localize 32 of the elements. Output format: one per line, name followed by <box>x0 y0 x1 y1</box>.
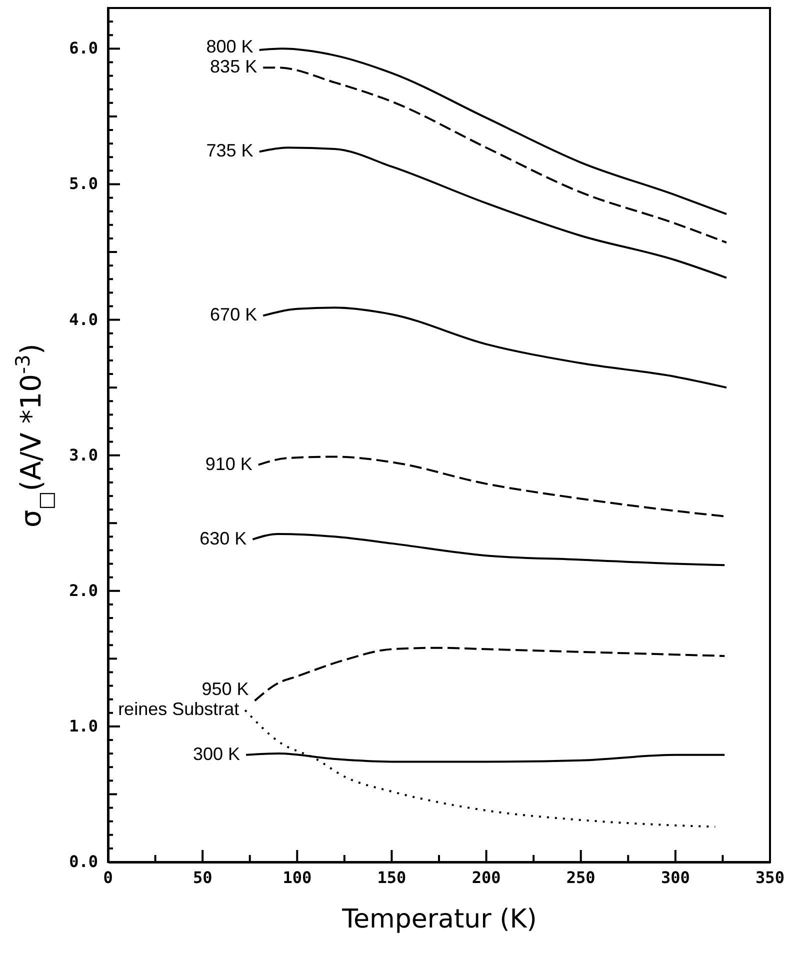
line-series <box>258 146 728 279</box>
y-tick-label: 6.0 <box>69 38 98 58</box>
line-series <box>262 306 728 389</box>
y-tick-label: 0.0 <box>69 852 98 871</box>
x-axis-title: Temperatur (K) <box>341 904 537 934</box>
x-tick-label: 50 <box>192 868 212 887</box>
x-tick-label: 100 <box>282 868 312 887</box>
series-label: 630 K <box>200 528 247 548</box>
x-tick-label: 300 <box>660 868 690 887</box>
series-label: reines Substrat <box>118 699 240 720</box>
series-label: 670 K <box>210 304 258 325</box>
x-tick-label: 350 <box>756 868 784 887</box>
y-tick-label: 1.0 <box>69 716 98 736</box>
x-tick-label: 0 <box>103 868 113 887</box>
series-label: 300 K <box>193 744 240 764</box>
x-tick-label: 150 <box>377 868 406 887</box>
y-tick-label: 4.0 <box>69 310 98 329</box>
series-label: 950 K <box>202 678 249 699</box>
line-series <box>252 532 726 566</box>
y-tick-label: 5.0 <box>69 174 98 194</box>
x-tick-label: 250 <box>566 868 596 887</box>
line-series <box>258 48 728 216</box>
series-label: 735 K <box>206 140 254 161</box>
y-tick-label: 2.0 <box>69 580 98 600</box>
series-label: 910 K <box>205 454 252 474</box>
x-tick-label: 200 <box>472 868 501 887</box>
y-tick-label: 3.0 <box>69 445 98 464</box>
line-series <box>257 456 726 518</box>
series-label: 800 K <box>206 36 254 56</box>
line-series <box>254 646 726 702</box>
series-label: 835 K <box>210 56 258 77</box>
line-series <box>262 66 728 244</box>
